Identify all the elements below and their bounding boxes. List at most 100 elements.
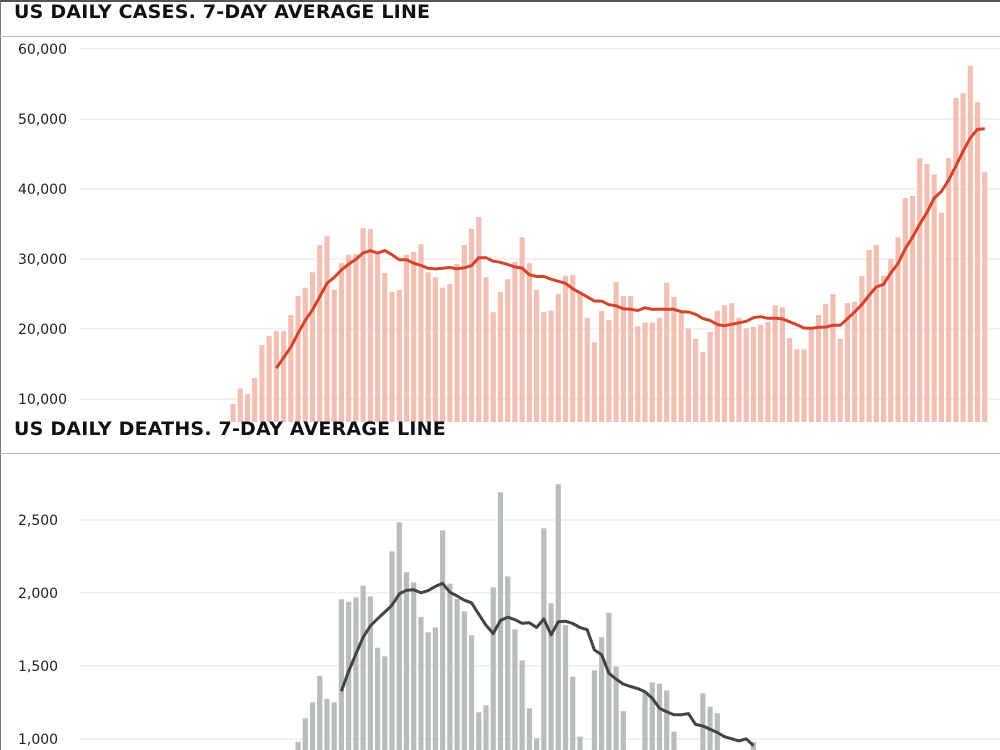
cases-ytick-label: 30,000 — [18, 252, 67, 268]
cases-bar — [483, 277, 489, 422]
deaths-bar — [555, 484, 561, 750]
cases-bar — [360, 228, 366, 422]
cases-bar — [382, 273, 388, 422]
deaths-bar — [317, 675, 323, 750]
cases-bar — [974, 102, 981, 422]
cases-bar — [700, 352, 706, 422]
deaths-bar — [671, 731, 677, 750]
cases-bar — [888, 259, 894, 422]
cases-bar — [664, 282, 670, 422]
cases-bar — [346, 254, 352, 422]
cases-bar — [606, 319, 612, 422]
cases-bar — [454, 263, 460, 422]
cases-bar — [273, 331, 279, 422]
cases-bar — [772, 305, 778, 422]
cases-bar — [324, 235, 330, 422]
deaths-bar — [562, 625, 569, 750]
cases-bar — [815, 315, 822, 422]
cases-bar — [721, 305, 728, 422]
cases-bar — [266, 336, 272, 422]
cases-bar — [570, 275, 576, 422]
cases-bar — [671, 296, 677, 422]
deaths-bar — [490, 587, 496, 750]
cases-bar — [823, 303, 829, 422]
cases-bar — [411, 252, 417, 422]
deaths-bar — [403, 572, 410, 750]
deaths-chart-title: US DAILY DEATHS. 7-DAY AVERAGE LINE — [14, 418, 446, 440]
deaths-bar — [649, 682, 655, 750]
cases-bar — [281, 331, 287, 422]
deaths-chart: 1,000 1,500 2,000 2,500 — [18, 484, 1000, 750]
cases-bar — [425, 272, 431, 422]
deaths-bar — [620, 711, 626, 750]
deaths-bar — [302, 718, 308, 750]
deaths-bar — [534, 738, 540, 750]
cases-bar — [317, 245, 323, 422]
cases-bar — [353, 254, 359, 422]
deaths-bar — [454, 598, 460, 750]
deaths-bar — [374, 647, 381, 750]
cases-bar — [982, 172, 988, 422]
cases-bar — [548, 310, 554, 422]
deaths-bar — [468, 635, 475, 750]
cases-bar — [902, 198, 908, 422]
cases-bar — [627, 296, 634, 422]
cases-average-line — [275, 127, 985, 369]
cases-bar — [656, 317, 663, 422]
cases-bar — [230, 403, 236, 422]
cases-bar — [497, 291, 504, 422]
deaths-bar — [382, 656, 388, 750]
deaths-bar — [519, 660, 525, 750]
cases-bar — [729, 303, 735, 422]
deaths-title-divider — [0, 453, 1000, 454]
deaths-bar — [440, 530, 446, 750]
cases-bar — [295, 296, 301, 422]
deaths-bar — [396, 522, 402, 750]
deaths-bar — [606, 612, 612, 750]
cases-bar — [801, 349, 807, 422]
cases-bar — [859, 275, 865, 422]
cases-bar — [895, 237, 901, 422]
deaths-ytick-label: 1,500 — [18, 659, 58, 675]
cases-bar — [678, 312, 684, 422]
cases-bar — [447, 284, 453, 422]
cases-bar — [924, 163, 930, 422]
cases-bar — [852, 301, 858, 422]
cases-bar — [599, 310, 605, 422]
cases-bar — [635, 326, 641, 422]
deaths-bar — [309, 702, 316, 750]
cases-bar — [866, 249, 872, 422]
deaths-ytick-label: 2,500 — [18, 513, 58, 529]
cases-ytick-label: 10,000 — [18, 392, 67, 408]
cases-bar — [844, 303, 851, 422]
cases-bar — [338, 263, 345, 422]
cases-bar — [880, 275, 887, 422]
deaths-bar — [526, 708, 532, 750]
cases-bar — [302, 287, 308, 422]
deaths-bar — [353, 597, 359, 750]
deaths-bar — [483, 705, 489, 750]
cases-bar — [736, 317, 742, 422]
cases-bar — [873, 245, 879, 422]
cases-bar — [396, 289, 402, 422]
cases-bar — [808, 326, 814, 422]
cases-bar — [519, 237, 525, 422]
cases-bar — [237, 388, 243, 422]
deaths-bar — [425, 632, 431, 750]
cases-bar — [591, 342, 598, 422]
cases-ytick-label: 20,000 — [18, 322, 67, 338]
cases-bar — [960, 93, 966, 422]
deaths-bar — [613, 666, 619, 750]
cases-bar — [946, 158, 952, 422]
deaths-bar — [432, 627, 438, 750]
deaths-bar — [295, 741, 301, 750]
deaths-ytick-label: 1,000 — [18, 732, 58, 748]
cases-ytick-label: 60,000 — [18, 42, 67, 58]
deaths-bar — [324, 698, 330, 750]
deaths-bar — [331, 702, 337, 750]
cases-bar — [837, 338, 843, 422]
deaths-bar — [577, 736, 583, 750]
deaths-bar — [599, 637, 605, 750]
cases-bar — [693, 338, 699, 422]
